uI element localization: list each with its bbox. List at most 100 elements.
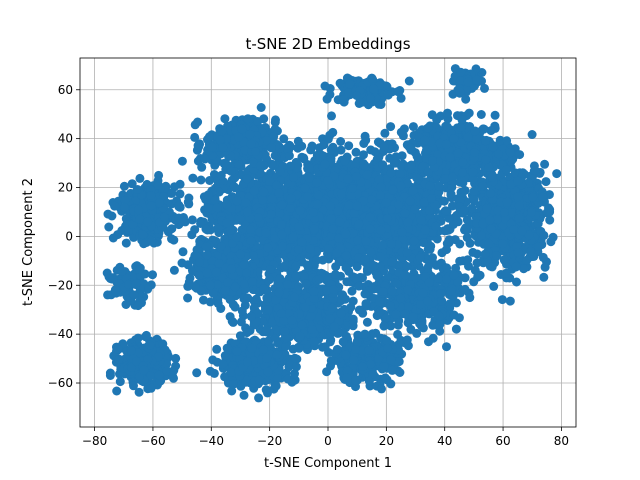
scatter-point (258, 345, 268, 355)
scatter-point (410, 204, 420, 214)
scatter-point (320, 159, 330, 169)
scatter-point (294, 222, 304, 232)
scatter-point (229, 182, 239, 191)
scatter-point (326, 361, 335, 371)
scatter-point (359, 150, 368, 160)
scatter-point (272, 180, 282, 190)
scatter-point (184, 199, 194, 209)
scatter-point (461, 223, 471, 233)
scatter-point (486, 188, 495, 198)
scatter-point (349, 355, 359, 365)
scatter-point (367, 195, 377, 205)
scatter-point (312, 199, 322, 209)
scatter-point (511, 262, 521, 272)
scatter-point (497, 295, 507, 305)
scatter-point (366, 247, 376, 257)
scatter-point (208, 355, 218, 365)
scatter-point (139, 365, 149, 375)
scatter-point (205, 176, 215, 185)
scatter-point (552, 169, 562, 179)
scatter-point (514, 201, 524, 211)
scatter-point (359, 160, 369, 170)
scatter-point (517, 226, 527, 236)
scatter-point (332, 248, 342, 258)
scatter-point (283, 374, 293, 384)
scatter-point (103, 209, 113, 219)
scatter-point (364, 345, 374, 355)
scatter-point (129, 381, 138, 391)
scatter-point (226, 367, 236, 377)
scatter-point (382, 375, 392, 385)
scatter-point (324, 244, 334, 254)
scatter-point (258, 195, 268, 205)
scatter-point (376, 252, 386, 262)
scatter-point (538, 192, 548, 202)
scatter-point (279, 134, 289, 144)
scatter-point (342, 373, 352, 383)
scatter-point (455, 239, 465, 249)
scatter-point (354, 219, 364, 229)
scatter-point (147, 236, 157, 246)
scatter-point (153, 180, 163, 190)
scatter-point (222, 199, 232, 209)
scatter-point (134, 205, 144, 215)
scatter-point (203, 203, 213, 213)
scatter-point (336, 189, 346, 199)
scatter-point (286, 193, 296, 203)
scatter-point (111, 285, 120, 295)
scatter-point (336, 145, 346, 155)
scatter-point (334, 257, 344, 266)
scatter-point (239, 390, 249, 400)
scatter-point (113, 345, 123, 354)
scatter-point (499, 255, 509, 265)
scatter-point (509, 225, 519, 234)
scatter-point (232, 347, 242, 356)
scatter-point (484, 239, 494, 249)
scatter-point (305, 163, 314, 173)
scatter-point (133, 185, 143, 194)
scatter-point (387, 365, 397, 375)
scatter-point (261, 228, 271, 238)
scatter-point (362, 170, 372, 180)
scatter-point (328, 224, 338, 234)
scatter-point (383, 343, 393, 353)
scatter-point (145, 340, 155, 350)
scatter-point (135, 173, 145, 183)
scatter-point (541, 177, 551, 187)
scatter-point (351, 376, 361, 386)
scatter-point (386, 168, 396, 178)
scatter-point (540, 159, 550, 169)
scatter-point (291, 362, 301, 372)
scatter-point (336, 137, 346, 146)
scatter-point (139, 239, 149, 249)
scatter-point (259, 187, 269, 197)
scatter-point (482, 204, 492, 214)
scatter-point (266, 209, 276, 219)
scatter-point (242, 174, 252, 184)
scatter-point (513, 192, 523, 202)
scatter-point (472, 258, 482, 268)
scatter-point (171, 353, 181, 363)
scatter-point (441, 206, 451, 216)
scatter-point (325, 201, 335, 211)
scatter-point (277, 220, 286, 230)
scatter-point (347, 184, 357, 194)
scatter-point (169, 366, 179, 375)
scatter-point (277, 230, 287, 240)
scatter-point (480, 249, 490, 259)
scatter-point (328, 142, 338, 152)
scatter-point (527, 207, 536, 217)
scatter-point (499, 208, 509, 217)
scatter-point (108, 233, 118, 243)
scatter-point (527, 130, 537, 139)
scatter-point (386, 122, 396, 132)
scatter-point (135, 214, 145, 224)
scatter-point (400, 208, 410, 218)
scatter-point (278, 241, 287, 251)
scatter-point (489, 281, 499, 291)
scatter-point (212, 344, 222, 354)
scatter-point (444, 213, 454, 223)
scatter-point (395, 368, 405, 377)
scatter-point (188, 173, 198, 183)
scatter-point (419, 238, 428, 248)
